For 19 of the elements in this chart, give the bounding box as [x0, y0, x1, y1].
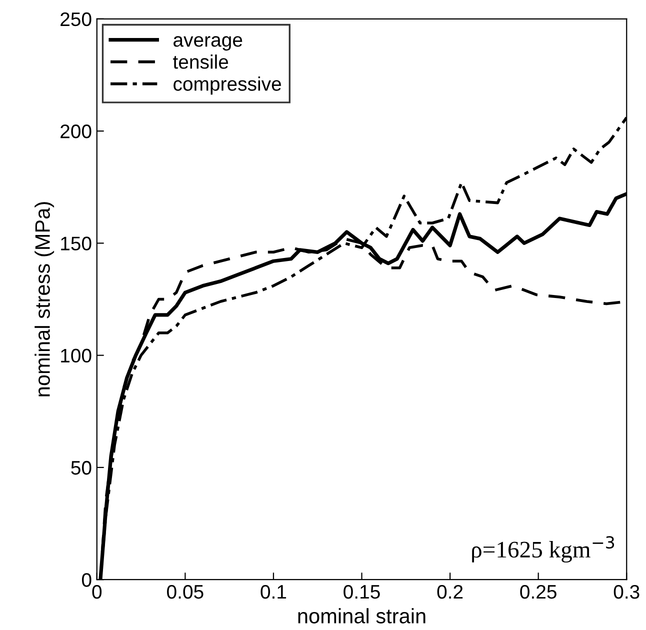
- legend-label: tensile: [173, 54, 228, 69]
- x-tick-label: 0.05: [167, 584, 204, 599]
- y-tick-label: 50: [71, 460, 92, 475]
- y-tick-label: 200: [60, 124, 92, 138]
- y-tick-label: 100: [61, 348, 92, 363]
- y-tick-label: 150: [61, 236, 92, 250]
- x-tick-label: 0.2: [437, 584, 463, 599]
- x-axis-title: nominal strain: [298, 608, 426, 624]
- y-axis-title: nominal stress (MPa): [34, 202, 54, 396]
- legend-label: compressive: [174, 76, 282, 95]
- x-tick-label: 0: [92, 584, 102, 599]
- annotation: ρ=1625 kgm$^{−3}$: [472, 536, 614, 562]
- x-tick-label: 0.15: [344, 584, 380, 599]
- y-tick-label: 0: [82, 573, 92, 587]
- x-tick-label: 0.3: [614, 584, 640, 599]
- x-tick-label: 0.25: [520, 584, 556, 599]
- y-tick-label: 250: [60, 12, 92, 26]
- legend-label: average: [174, 36, 242, 51]
- x-tick-label: 0.1: [260, 584, 286, 599]
